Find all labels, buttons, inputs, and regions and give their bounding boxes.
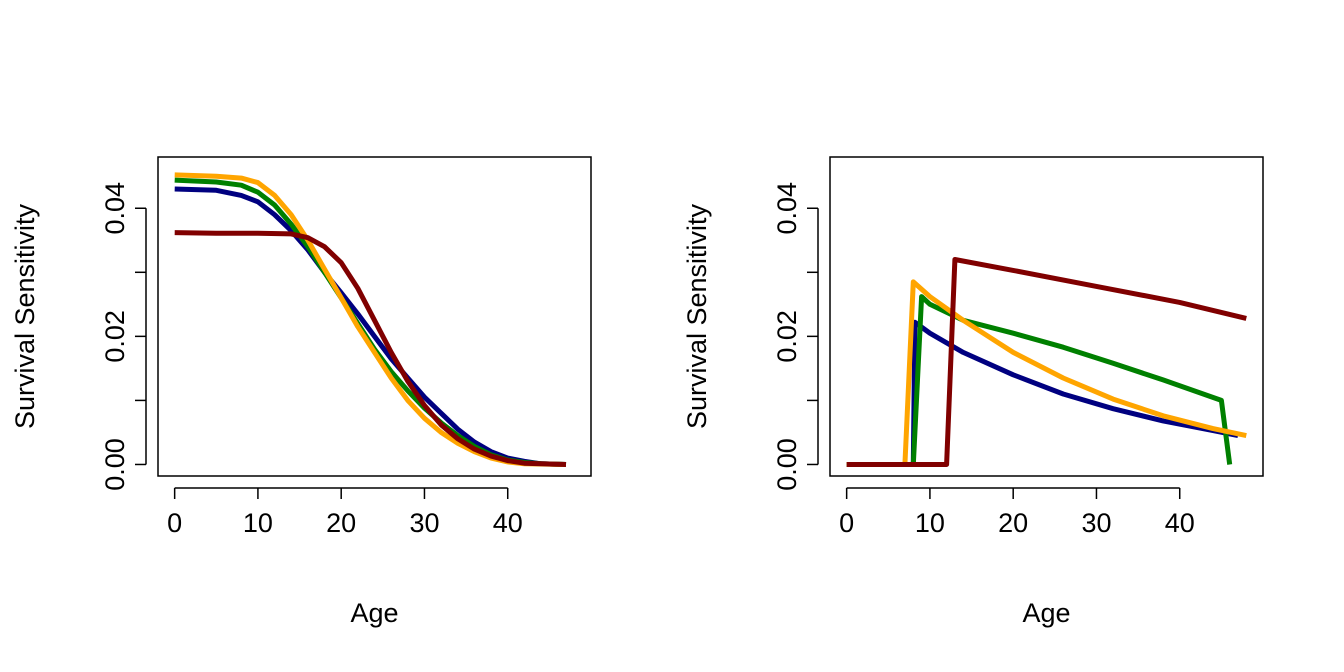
y-tick-label: 0.02 bbox=[772, 310, 802, 363]
series-line-3 bbox=[846, 279, 1247, 467]
y-tick-label: 0.04 bbox=[772, 182, 802, 235]
series-line-3 bbox=[174, 172, 567, 467]
series-line-2 bbox=[846, 294, 1233, 467]
y-tick-label: 0.00 bbox=[772, 438, 802, 491]
x-tick-label: 20 bbox=[326, 508, 356, 538]
x-tick-label: 10 bbox=[915, 508, 945, 538]
x-axis-label: Age bbox=[350, 598, 398, 628]
series-line-4 bbox=[846, 257, 1247, 467]
series-line-1 bbox=[174, 186, 567, 467]
y-axis-label: Survival Sensitivity bbox=[10, 203, 40, 429]
panel-1: 0 10 20 30 40 0.00 0.02 0.04 Age Survival Sensiti… bbox=[10, 156, 592, 628]
x-tick-label: 30 bbox=[1081, 508, 1111, 538]
x-tick-label: 40 bbox=[1165, 508, 1195, 538]
x-tick-label: 10 bbox=[243, 508, 273, 538]
x-tick-label: 20 bbox=[998, 508, 1028, 538]
y-tick-label: 0.00 bbox=[100, 438, 130, 491]
panel-2: 0 10 20 30 40 0.00 0.02 0.04 Age Survival Sensiti… bbox=[682, 156, 1264, 628]
y-axis-label: Survival Sensitivity bbox=[682, 203, 712, 429]
plot-frame bbox=[829, 156, 1264, 477]
y-tick-label: 0.02 bbox=[100, 310, 130, 363]
x-tick-label: 40 bbox=[493, 508, 523, 538]
x-tick-label: 30 bbox=[409, 508, 439, 538]
series-line-4 bbox=[174, 230, 567, 467]
series-line-1 bbox=[846, 319, 1239, 467]
x-tick-label: 0 bbox=[839, 508, 854, 538]
series-line-2 bbox=[174, 177, 567, 467]
x-axis-label: Age bbox=[1022, 598, 1070, 628]
plot-frame bbox=[157, 156, 592, 477]
x-tick-label: 0 bbox=[167, 508, 182, 538]
y-tick-label: 0.04 bbox=[100, 182, 130, 235]
